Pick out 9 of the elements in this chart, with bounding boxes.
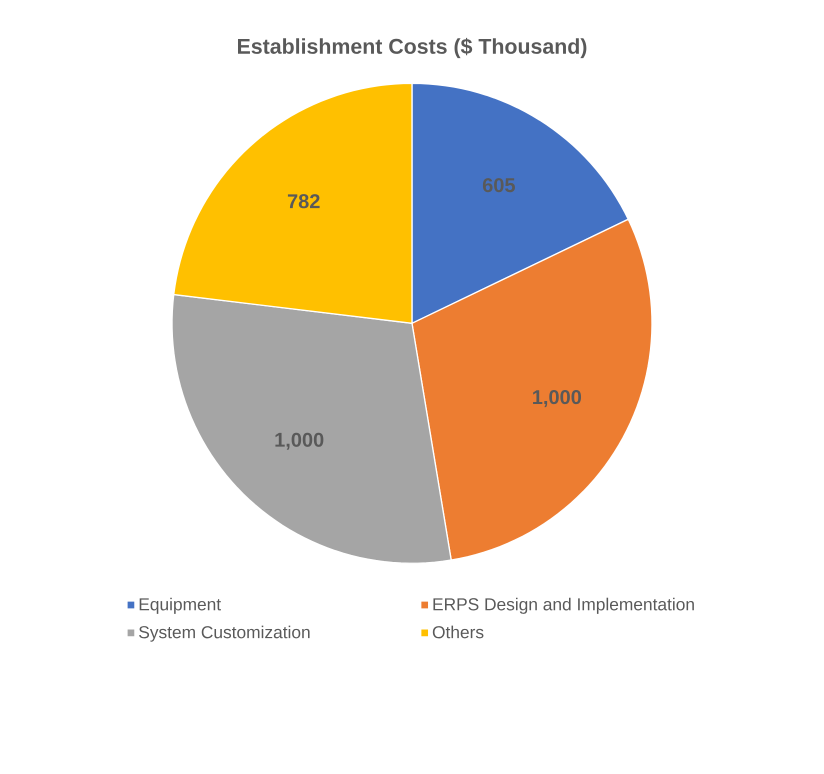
chart-title: Establishment Costs ($ Thousand) (238, 38, 586, 58)
data-label: 605 (482, 178, 515, 192)
data-label: 1,000 (275, 432, 324, 450)
legend-label: ERPS Design and Implementation (433, 598, 694, 614)
data-label: 1,000 (533, 390, 581, 408)
data-label: 782 (288, 194, 320, 208)
legend-label: Others (432, 626, 484, 638)
legend-label: Equipment (140, 598, 221, 614)
legend-label: System Customization (139, 626, 310, 642)
